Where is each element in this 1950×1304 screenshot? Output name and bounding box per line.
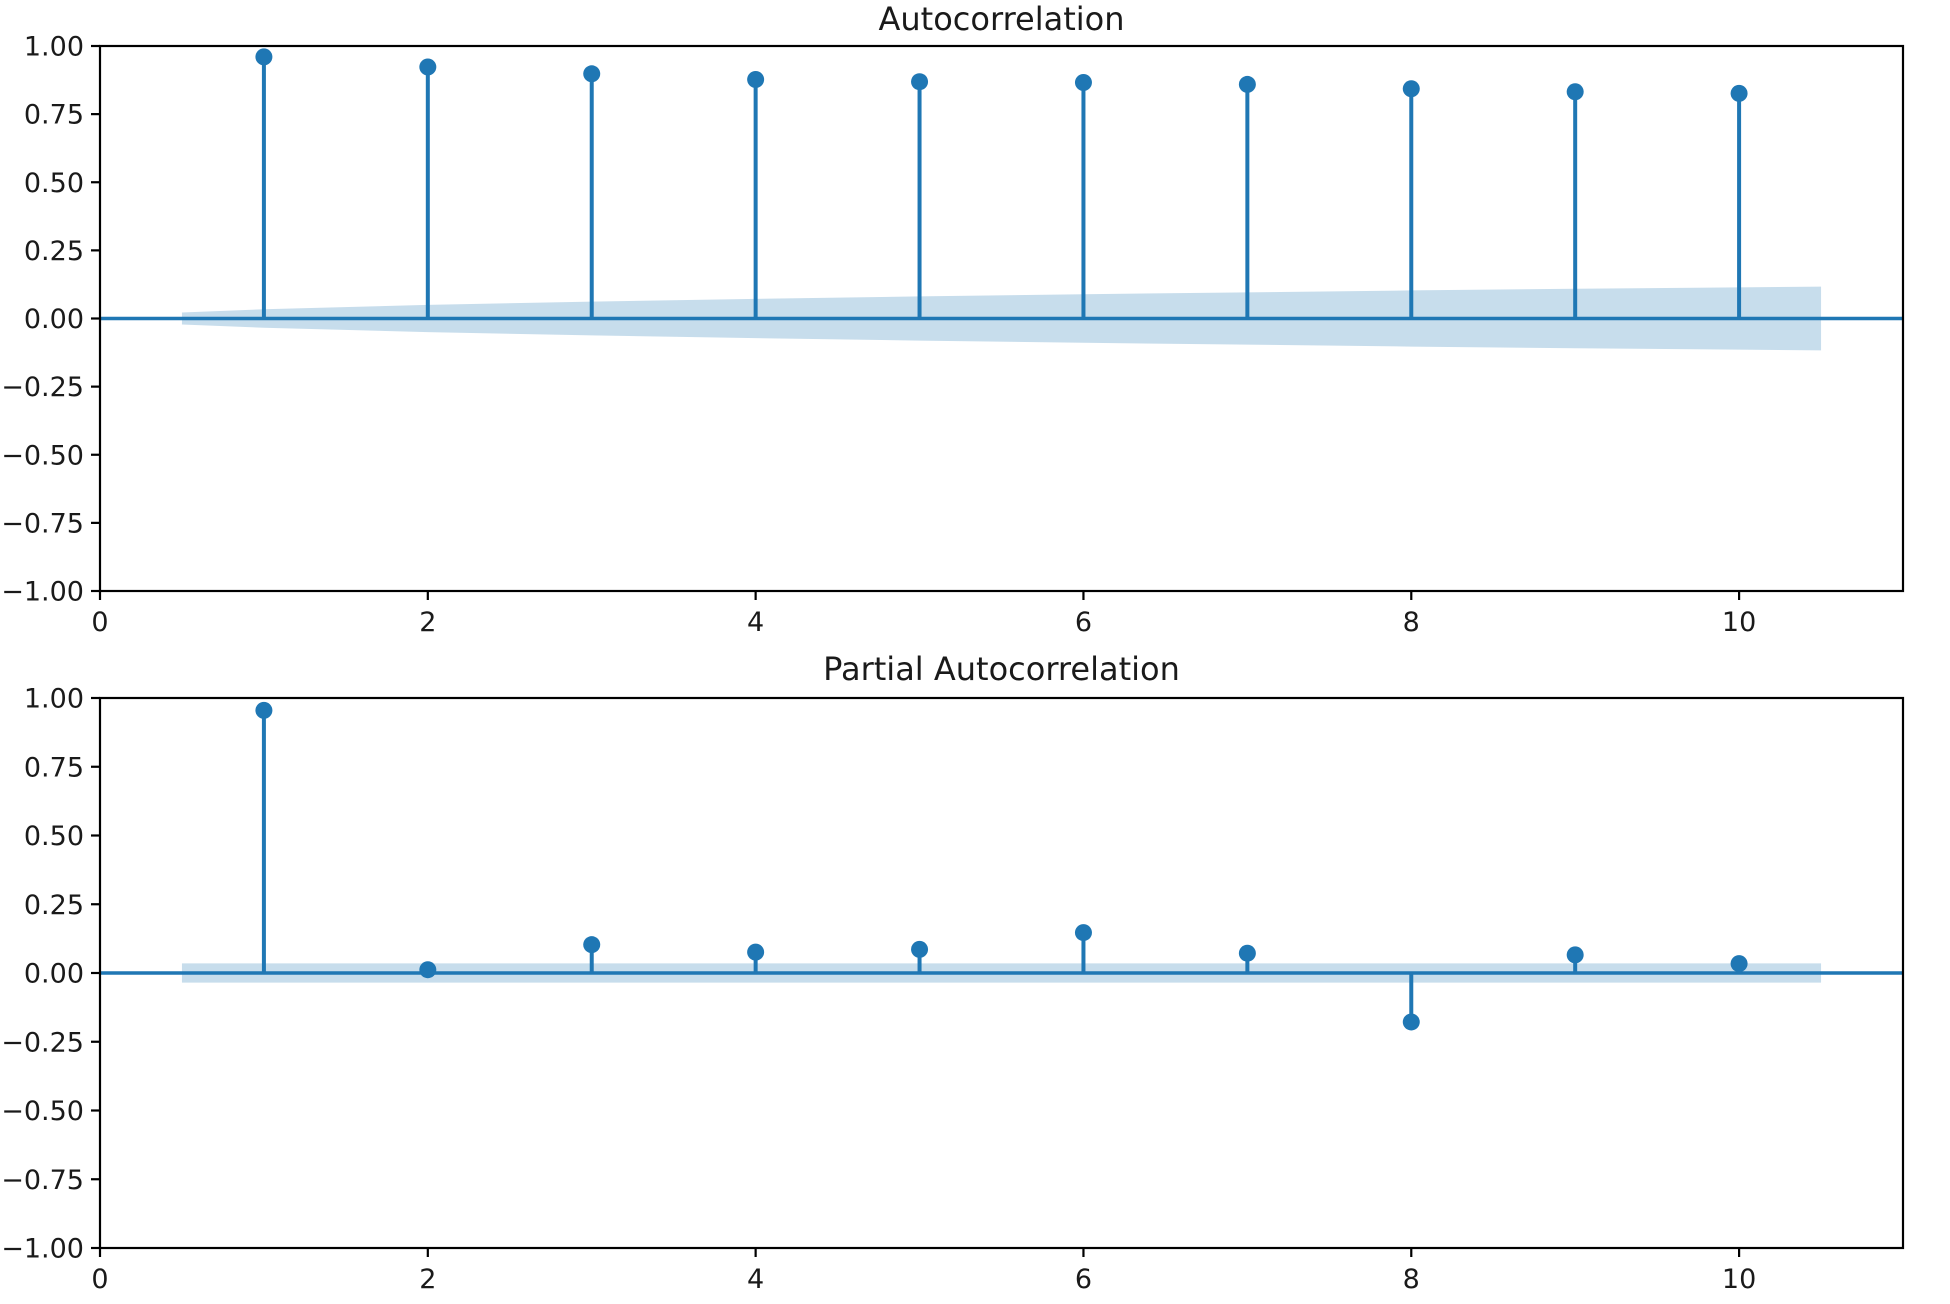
- y-tick-label: −0.50: [1, 1096, 84, 1127]
- x-tick-label: 2: [419, 1264, 436, 1295]
- stem-marker: [1074, 924, 1092, 942]
- stem-marker: [1402, 80, 1420, 98]
- x-tick-label: 0: [91, 607, 108, 638]
- y-tick-label: 0.00: [24, 304, 84, 335]
- y-tick-label: 0.50: [24, 821, 84, 852]
- stem-marker: [1402, 1013, 1420, 1031]
- y-tick-label: −1.00: [1, 577, 84, 608]
- y-tick-label: 0.25: [24, 236, 84, 267]
- stem-marker: [1238, 944, 1256, 962]
- stem-marker: [1730, 955, 1748, 973]
- y-tick-label: −0.50: [1, 440, 84, 471]
- stem-marker: [911, 940, 929, 958]
- y-tick-label: 0.75: [24, 100, 84, 131]
- acf-plot-title: Autocorrelation: [878, 0, 1125, 38]
- stem-marker: [419, 961, 437, 979]
- stem-marker: [583, 65, 601, 83]
- y-tick-label: 0.75: [24, 752, 84, 783]
- stem-marker: [419, 58, 437, 76]
- stem-marker: [1566, 83, 1584, 101]
- x-tick-label: 4: [747, 607, 764, 638]
- y-tick-label: 1.00: [24, 684, 84, 715]
- x-tick-label: 6: [1075, 1264, 1092, 1295]
- x-tick-label: 8: [1403, 1264, 1420, 1295]
- y-tick-label: 0.25: [24, 890, 84, 921]
- x-tick-label: 6: [1075, 607, 1092, 638]
- stem-marker: [255, 701, 273, 719]
- x-tick-label: 2: [419, 607, 436, 638]
- y-tick-label: −0.75: [1, 508, 84, 539]
- stem-marker: [1730, 84, 1748, 102]
- x-tick-label: 8: [1403, 607, 1420, 638]
- y-tick-label: −0.75: [1, 1165, 84, 1196]
- stem-marker: [747, 71, 765, 89]
- stem-marker: [911, 73, 929, 91]
- y-tick-label: −0.25: [1, 372, 84, 403]
- x-tick-label: 0: [91, 1264, 108, 1295]
- x-tick-label: 10: [1722, 607, 1756, 638]
- pacf-plot-title: Partial Autocorrelation: [823, 650, 1180, 688]
- stem-marker: [1074, 74, 1092, 92]
- x-tick-label: 10: [1722, 1264, 1756, 1295]
- y-tick-label: 0.50: [24, 168, 84, 199]
- stem-marker: [1238, 75, 1256, 93]
- y-tick-label: −1.00: [1, 1234, 84, 1265]
- stem-marker: [1566, 946, 1584, 964]
- y-tick-label: −0.25: [1, 1027, 84, 1058]
- stem-marker: [255, 48, 273, 66]
- stem-marker: [583, 936, 601, 954]
- y-tick-label: 1.00: [24, 32, 84, 63]
- stem-marker: [747, 943, 765, 961]
- y-tick-label: 0.00: [24, 959, 84, 990]
- x-tick-label: 4: [747, 1264, 764, 1295]
